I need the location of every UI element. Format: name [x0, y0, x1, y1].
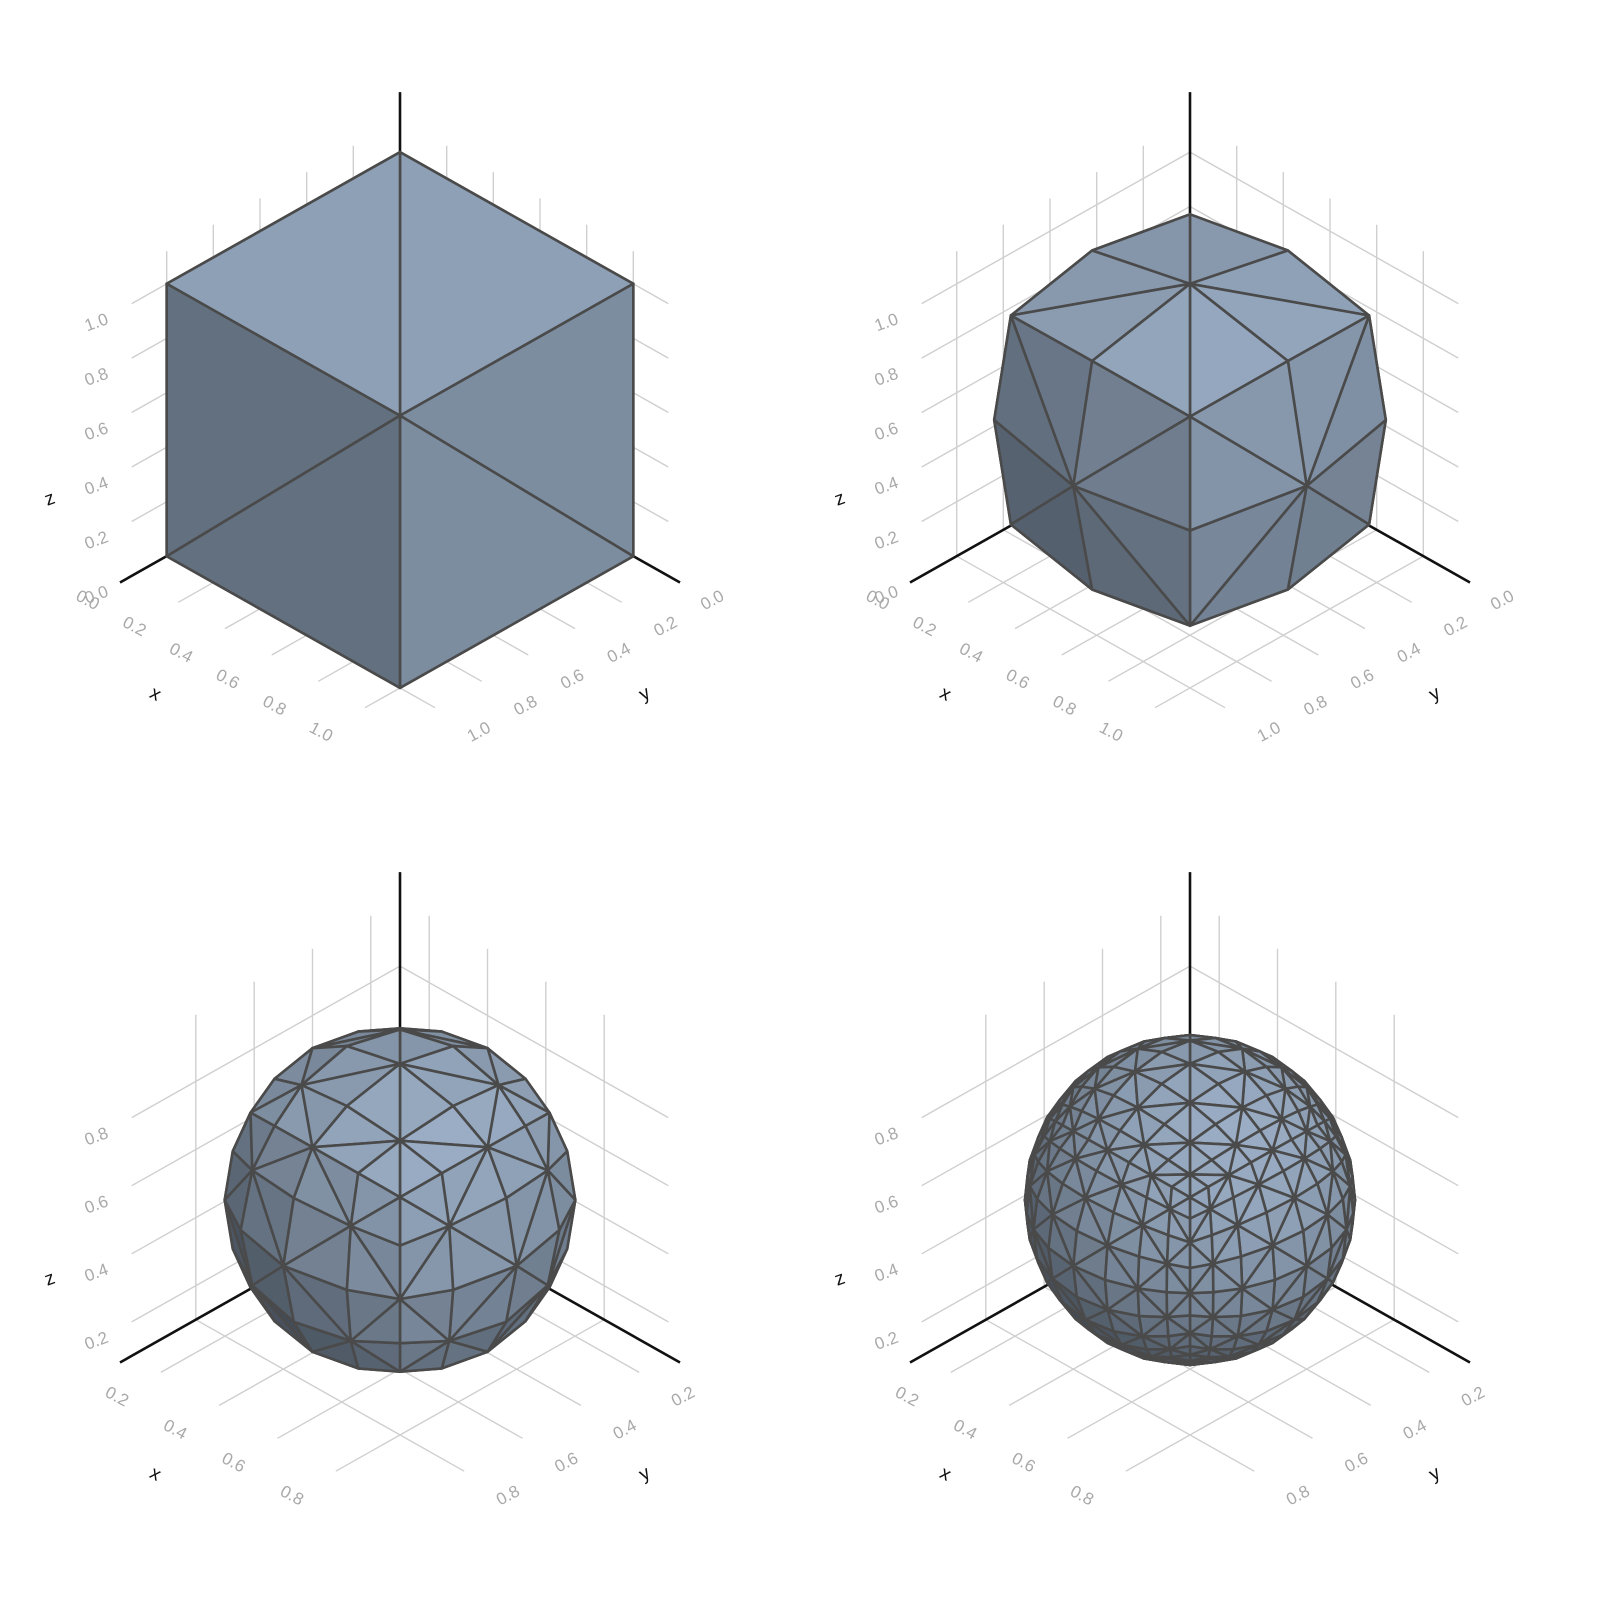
z-tick-label: 0.8: [82, 1123, 111, 1149]
x-tick-label: 0.6: [219, 1448, 249, 1476]
mesh-surface: [992, 213, 1388, 628]
z-tick-label: 0.6: [872, 1192, 901, 1218]
z-tick-label: 0.6: [82, 1192, 111, 1218]
y-tick-label: 0.6: [1347, 665, 1377, 693]
x-axis-label: x: [936, 1463, 955, 1486]
y-tick-label: 0.4: [604, 639, 634, 667]
y-axis-label: y: [1426, 1462, 1445, 1485]
grid-line: [335, 1319, 605, 1472]
y-tick-label: 0.2: [1441, 612, 1471, 640]
y-tick-label: 0.2: [1458, 1383, 1488, 1411]
y-tick-label: 0.0: [1487, 586, 1517, 614]
z-tick-label: 0.8: [82, 364, 111, 390]
y-tick-label: 0.2: [651, 612, 681, 640]
y-tick-label: 0.6: [551, 1448, 581, 1476]
y-tick-label: 1.0: [464, 718, 494, 746]
z-tick-label: 0.4: [82, 473, 111, 499]
z-tick-label: 0.0: [82, 582, 111, 608]
grid-line: [1154, 555, 1424, 709]
mesh-face: [165, 414, 402, 690]
z-tick-label: 0.6: [872, 418, 901, 444]
grid-line: [1125, 1319, 1395, 1472]
mesh-face: [1168, 1196, 1192, 1220]
grid-line: [1189, 151, 1459, 305]
z-tick-label: 1.0: [872, 309, 901, 335]
x-tick-label: 0.6: [213, 665, 243, 693]
grid-line: [399, 965, 669, 1119]
grid-line: [985, 1319, 1255, 1472]
x-tick-label: 0.6: [1003, 665, 1033, 693]
mesh-surface: [1023, 1033, 1357, 1367]
grid-line: [921, 151, 1191, 305]
x-tick-label: 0.4: [956, 639, 986, 667]
grid-line: [921, 965, 1191, 1119]
y-tick-label: 0.0: [697, 586, 727, 614]
x-tick-label: 0.2: [892, 1383, 922, 1411]
z-tick-label: 0.0: [872, 582, 901, 608]
y-axis-label: y: [1426, 682, 1445, 705]
z-tick-label: 1.0: [82, 309, 111, 335]
mesh-surface: [223, 1027, 577, 1373]
x-axis-label: x: [146, 683, 165, 706]
y-tick-label: 0.8: [493, 1481, 523, 1509]
z-tick-label: 0.4: [872, 1260, 901, 1286]
x-axis-label: x: [936, 683, 955, 706]
x-tick-label: 0.4: [950, 1416, 980, 1444]
mesh-surface: [165, 150, 635, 690]
y-tick-label: 0.6: [557, 665, 587, 693]
z-axis-label: z: [832, 488, 848, 511]
y-axis-label: y: [636, 1462, 655, 1485]
y-tick-label: 0.4: [1394, 639, 1424, 667]
y-tick-label: 0.2: [668, 1383, 698, 1411]
y-tick-label: 0.4: [1400, 1416, 1430, 1444]
z-tick-label: 0.4: [872, 473, 901, 499]
mesh-face: [349, 1195, 402, 1247]
y-tick-label: 0.4: [610, 1416, 640, 1444]
z-tick-label: 0.4: [82, 1260, 111, 1286]
x-tick-label: 0.4: [166, 639, 196, 667]
grid-line: [131, 965, 401, 1119]
grid-line: [956, 555, 1226, 709]
x-tick-label: 0.6: [1009, 1448, 1039, 1476]
x-tick-label: 1.0: [1096, 718, 1126, 746]
x-tick-label: 1.0: [306, 718, 336, 746]
z-tick-label: 0.2: [872, 527, 901, 553]
x-tick-label: 0.8: [277, 1481, 307, 1509]
y-tick-label: 0.8: [511, 692, 541, 720]
z-axis-label: z: [832, 1268, 848, 1291]
x-tick-label: 0.8: [260, 692, 290, 720]
grid-line: [1189, 965, 1459, 1119]
x-tick-label: 0.2: [120, 612, 150, 640]
y-tick-label: 0.6: [1341, 1448, 1371, 1476]
subplot-2: 0.00.20.40.60.81.00.00.20.40.60.81.00.00…: [832, 92, 1517, 746]
mesh-face: [1072, 415, 1192, 532]
grid-line: [195, 1319, 465, 1472]
x-tick-label: 0.2: [910, 612, 940, 640]
y-tick-label: 0.8: [1301, 692, 1331, 720]
subplot-1: 0.00.20.40.60.81.00.00.20.40.60.81.00.00…: [42, 92, 727, 746]
z-axis-label: z: [42, 1268, 58, 1291]
x-tick-label: 0.2: [102, 1383, 132, 1411]
z-tick-label: 0.6: [82, 418, 111, 444]
z-tick-label: 0.8: [872, 364, 901, 390]
x-axis-label: x: [146, 1463, 165, 1486]
z-tick-label: 0.2: [82, 1328, 111, 1354]
z-tick-label: 0.2: [82, 527, 111, 553]
subplot-4: 0.2 0.4 0.6 0.8 0.2 0.4 0.6 0.8 0.2 0.4 0.6 0.8 x y z: [832, 872, 1488, 1509]
z-axis-label: z: [42, 488, 58, 511]
y-tick-label: 1.0: [1254, 718, 1284, 746]
x-tick-label: 0.4: [160, 1416, 190, 1444]
y-tick-label: 0.8: [1283, 1481, 1313, 1509]
z-tick-label: 0.8: [872, 1123, 901, 1149]
x-tick-label: 0.8: [1050, 692, 1080, 720]
y-axis-label: y: [636, 682, 655, 705]
subplot-3: 0.2 0.4 0.6 0.8 0.2 0.4 0.6 0.8 0.2 0.4 0.6 0.8 x y z: [42, 872, 698, 1509]
z-tick-label: 0.2: [872, 1328, 901, 1354]
x-tick-label: 0.8: [1067, 1481, 1097, 1509]
